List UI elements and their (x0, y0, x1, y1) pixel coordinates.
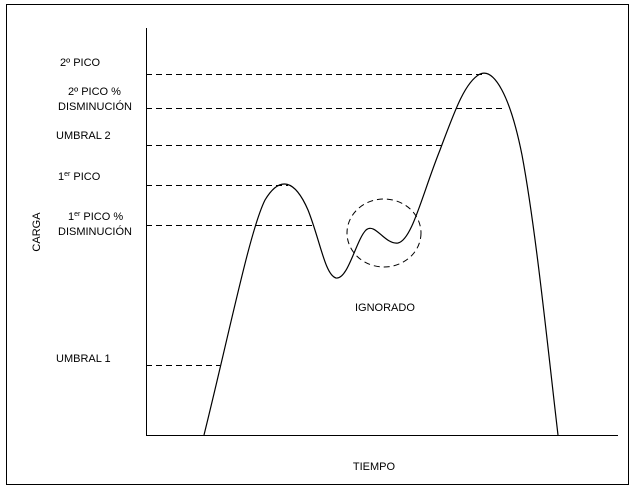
x-axis-label: TIEMPO (353, 461, 396, 473)
second-peak-pct-label-line2: DISMINUCIÓN (58, 100, 132, 113)
first-peak-label: 1er PICO (58, 171, 101, 183)
ignored-label: IGNORADO (355, 302, 415, 314)
y-axis-label: CARGA (31, 212, 43, 252)
second-peak-label: 2º PICO (60, 57, 101, 69)
first-peak-pct-label-base: 1 (68, 211, 74, 223)
first-peak-pct-label-rest: PICO % (80, 211, 123, 223)
figure-border (6, 4, 629, 485)
first-peak-pct-label-line2: DISMINUCIÓN (58, 225, 132, 238)
first-peak-pct-label-sup: er (74, 211, 81, 218)
ignored-region-circle (346, 198, 422, 268)
first-peak-label-rest: PICO (70, 171, 100, 183)
first-peak-pct-label: 1er PICO % (68, 211, 123, 223)
threshold1-label: UMBRAL 1 (56, 353, 111, 365)
threshold2-label: UMBRAL 2 (56, 130, 111, 142)
second-peak-pct-label: 2º PICO % (68, 86, 121, 98)
first-peak-label-sup: er (64, 171, 71, 178)
load-curve (203, 72, 559, 436)
first-peak-label-base: 1 (58, 171, 64, 183)
